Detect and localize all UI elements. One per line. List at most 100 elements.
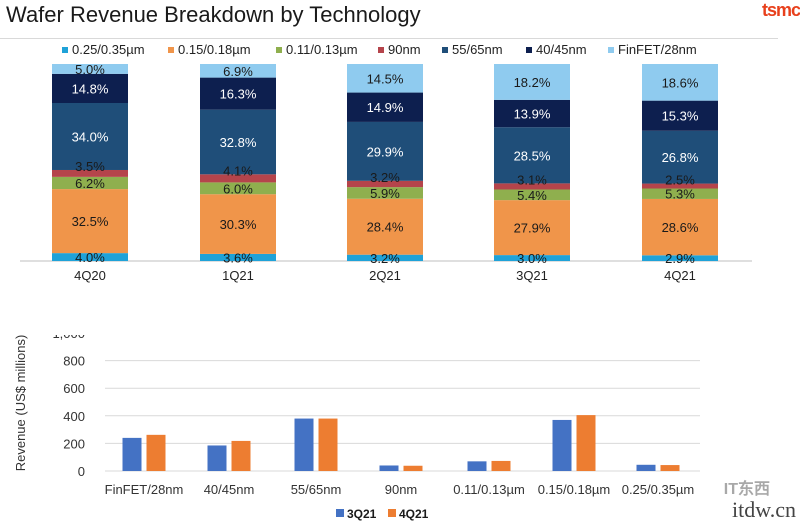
data-label-4q21-0-11-0-13-m: 5.3% [665, 187, 695, 202]
legend-swatch [62, 47, 68, 53]
legend-item-4q21: 4Q21 [388, 507, 429, 521]
bar-finfet-28nm-4q21 [146, 434, 166, 471]
bar-0-11-0-13-m-4q21 [491, 460, 511, 471]
legend-label: 0.15/0.18µm [178, 42, 251, 57]
legend-item-40-45nm: 40/45nm [526, 42, 587, 57]
data-label-3q21-0-15-0-18-m: 27.9% [514, 221, 551, 236]
legend-swatch [608, 47, 614, 53]
bar-segment-4q20-55-65nm [52, 103, 128, 170]
x-tick-finfet-28nm: FinFET/28nm [105, 482, 184, 497]
bar-segment-4q21-0-25-0-35-m [642, 255, 718, 261]
x-tick-1q21: 1Q21 [222, 268, 254, 283]
x-tick-4q20: 4Q20 [74, 268, 106, 283]
data-label-4q20-finfet-28nm: 5.0% [75, 62, 105, 77]
x-tick-0-25-0-35-m: 0.25/0.35µm [622, 482, 695, 497]
watermark-badge: IT东西 [723, 481, 770, 498]
data-label-4q21-0-15-0-18-m: 28.6% [662, 220, 699, 235]
x-tick-90nm: 90nm [385, 482, 418, 497]
data-label-3q21-90nm: 3.1% [517, 172, 547, 187]
legend-label: FinFET/28nm [618, 42, 697, 57]
bar-segment-3q21-0-15-0-18-m [494, 200, 570, 256]
data-label-4q20-0-15-0-18-m: 32.5% [72, 214, 109, 229]
data-label-4q21-90nm: 2.5% [665, 173, 695, 188]
data-label-3q21-finfet-28nm: 18.2% [514, 75, 551, 90]
bar-segment-4q20-0-25-0-35-m [52, 253, 128, 261]
legend-swatch [442, 47, 448, 53]
bar-segment-2q21-0-15-0-18-m [347, 198, 423, 255]
data-label-1q21-finfet-28nm: 6.9% [223, 64, 253, 79]
y-tick-600: 600 [63, 381, 85, 396]
bar-segment-4q20-90nm [52, 169, 128, 177]
legend-swatch [336, 509, 344, 517]
bar-segment-4q21-finfet-28nm [642, 64, 718, 101]
legend-label: 3Q21 [347, 507, 377, 521]
legend-label: 55/65nm [452, 42, 503, 57]
data-label-1q21-0-15-0-18-m: 30.3% [220, 217, 257, 232]
legend-item-finfet-28nm: FinFET/28nm [608, 42, 697, 57]
bar-segment-1q21-finfet-28nm [200, 64, 276, 78]
data-label-2q21-0-25-0-35-m: 3.2% [370, 251, 400, 266]
bar-segment-1q21-40-45nm [200, 77, 276, 110]
data-label-1q21-55-65nm: 32.8% [220, 135, 257, 150]
data-label-1q21-40-45nm: 16.3% [220, 87, 257, 102]
legend-label: 0.11/0.13µm [286, 42, 358, 57]
y-axis-title: Revenue (US$ millions) [13, 335, 28, 471]
page-title: Wafer Revenue Breakdown by Technology [6, 2, 421, 27]
bar-segment-4q20-finfet-28nm [52, 64, 128, 74]
bar-segment-3q21-finfet-28nm [494, 64, 570, 100]
data-label-4q20-0-11-0-13-m: 6.2% [75, 176, 105, 191]
data-label-4q21-finfet-28nm: 18.6% [662, 75, 699, 90]
data-label-4q20-55-65nm: 34.0% [72, 129, 109, 144]
bar-segment-4q21-55-65nm [642, 130, 718, 184]
bar-segment-1q21-0-15-0-18-m [200, 194, 276, 254]
y-tick-200: 200 [63, 436, 85, 451]
x-tick-40-45nm: 40/45nm [204, 482, 255, 497]
bar-segment-2q21-finfet-28nm [347, 64, 423, 93]
data-label-3q21-0-11-0-13-m: 5.4% [517, 188, 547, 203]
company-logo: tsmc [761, 0, 800, 20]
legend-swatch [526, 47, 532, 53]
legend-label: 40/45nm [536, 42, 587, 57]
legend-item-3q21: 3Q21 [336, 507, 377, 521]
bar-segment-4q20-0-11-0-13-m [52, 176, 128, 190]
legend-swatch [378, 47, 384, 53]
legend-item-90nm: 90nm [378, 42, 421, 57]
bar-0-25-0-35-m-4q21 [660, 465, 680, 471]
bar-segment-3q21-0-11-0-13-m [494, 189, 570, 201]
data-label-1q21-90nm: 4.1% [223, 163, 253, 178]
data-label-2q21-finfet-28nm: 14.5% [367, 71, 404, 86]
bar-segment-1q21-0-25-0-35-m [200, 253, 276, 261]
x-tick-4q21: 4Q21 [664, 268, 696, 283]
legend-swatch [388, 509, 396, 517]
bar-segment-2q21-40-45nm [347, 92, 423, 122]
legend-swatch [276, 47, 282, 53]
legend-swatch [168, 47, 174, 53]
y-tick-800: 800 [63, 354, 85, 369]
bar-40-45nm-4q21 [231, 440, 251, 471]
x-tick-0-15-0-18-m: 0.15/0.18µm [538, 482, 611, 497]
bar-0-15-0-18-m-3q21 [552, 419, 572, 471]
data-label-4q21-0-25-0-35-m: 2.9% [665, 251, 695, 266]
data-label-2q21-90nm: 3.2% [370, 170, 400, 185]
y-tick-400: 400 [63, 409, 85, 424]
bar-90nm-4q21 [403, 465, 423, 471]
legend-label: 4Q21 [399, 507, 429, 521]
watermark-site: itdw.cn [732, 497, 796, 522]
bar-40-45nm-3q21 [207, 445, 227, 471]
legend-item-55-65nm: 55/65nm [442, 42, 503, 57]
bar-segment-4q21-90nm [642, 183, 718, 189]
data-label-2q21-0-11-0-13-m: 5.9% [370, 186, 400, 201]
data-label-2q21-55-65nm: 29.9% [367, 144, 404, 159]
bar-segment-4q21-40-45nm [642, 100, 718, 131]
bar-segment-3q21-40-45nm [494, 99, 570, 128]
data-label-4q20-90nm: 3.5% [75, 159, 105, 174]
x-tick-0-11-0-13-m: 0.11/0.13µm [453, 482, 525, 497]
data-label-3q21-55-65nm: 28.5% [514, 148, 551, 163]
bar-segment-3q21-0-25-0-35-m [494, 255, 570, 261]
bar-segment-1q21-55-65nm [200, 109, 276, 175]
bar-finfet-28nm-3q21 [122, 437, 142, 471]
data-label-1q21-0-11-0-13-m: 6.0% [223, 181, 253, 196]
data-label-1q21-0-25-0-35-m: 3.6% [223, 250, 253, 265]
bar-90nm-3q21 [379, 465, 399, 471]
bar-55-65nm-4q21 [318, 418, 338, 471]
